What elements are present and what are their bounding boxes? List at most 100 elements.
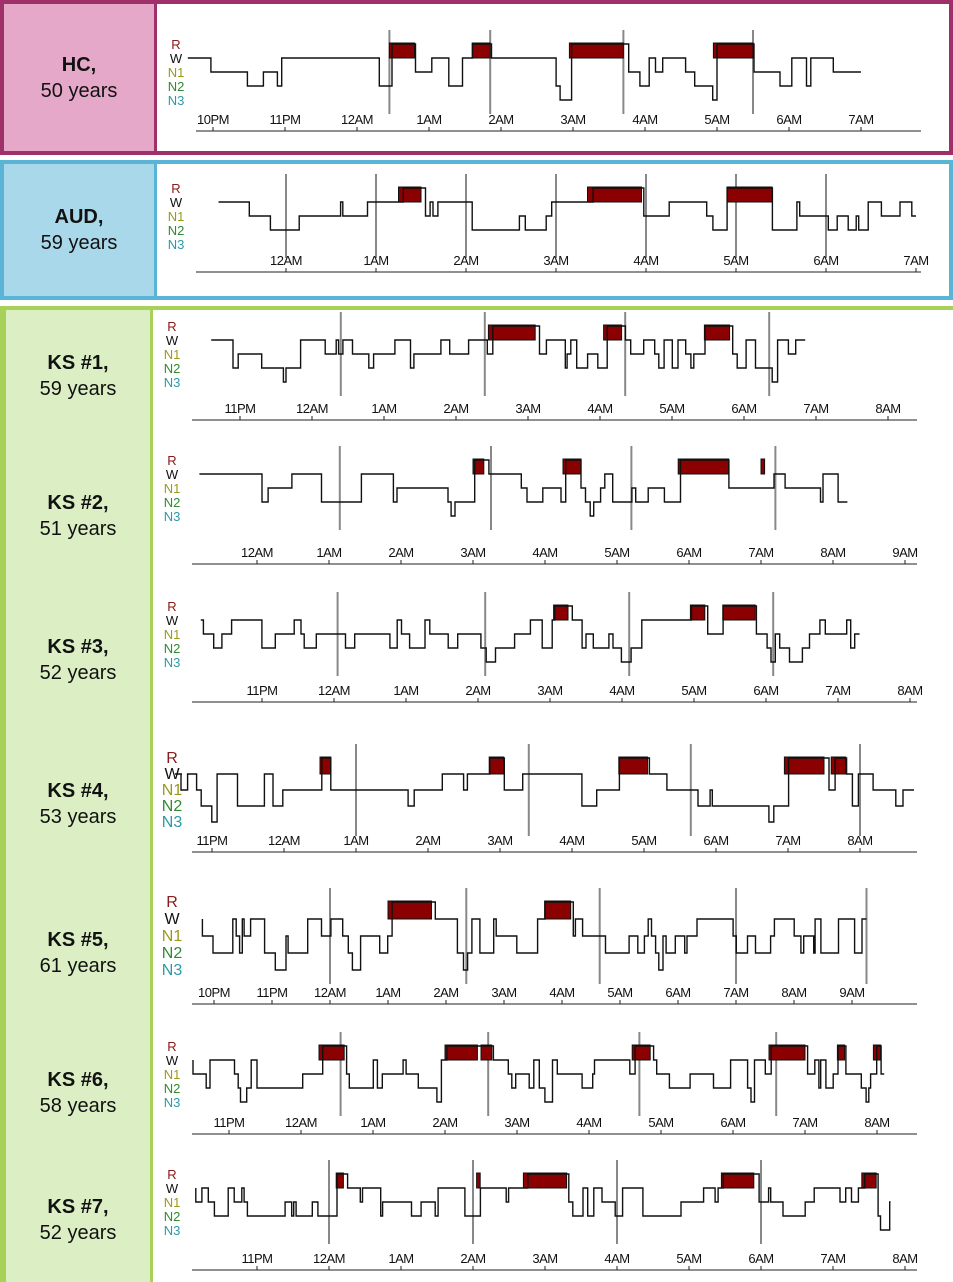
hypnogram-area: R W N1 N2 N3 12AM 1AM 2AM 3AM 4AM 5AM 6AM 7AM 8AM 9AM: [152, 442, 953, 590]
rem-period-block: [631, 1044, 651, 1061]
x-tick-label: 2AM: [432, 1115, 457, 1130]
subject-age: 51 years: [39, 518, 117, 540]
subject-name: KS #2,: [47, 492, 109, 514]
x-tick-label: 9AM: [839, 985, 864, 1000]
hypnogram-trace: [199, 459, 848, 517]
hypnogram-area: R W N1 N2 N3 11PM 12AM 1AM 2AM 3AM 4AM 5AM 6AM 7AM 8AM: [152, 310, 953, 442]
stage-label-w: W: [166, 467, 179, 482]
x-tick-label: 12AM: [270, 253, 302, 268]
x-tick-label: 11PM: [197, 833, 228, 848]
x-tick-label: 8AM: [897, 683, 922, 698]
x-tick-label: 11PM: [257, 985, 288, 1000]
hypnogram-area: R W N1 N2 N3 12AM 1AM 2AM 3AM 4AM 5AM 6AM 7AM: [156, 164, 949, 296]
x-tick-label: 4AM: [632, 112, 657, 127]
subject-label-box: KS #5, 61 years: [0, 878, 153, 1028]
stage-label-r: R: [171, 181, 180, 196]
x-tick-label: 10PM: [197, 112, 229, 127]
rem-period-block: [318, 1044, 345, 1061]
rem-period-block: [722, 604, 756, 621]
stage-label-n1: N1: [168, 65, 185, 80]
stage-label-n3: N3: [168, 93, 185, 108]
subject-name: KS #5,: [47, 929, 109, 951]
rem-period-block: [544, 900, 572, 920]
stage-label-n3: N3: [162, 962, 183, 979]
x-tick-label: 4AM: [559, 833, 584, 848]
subject-name: HC,: [61, 53, 97, 76]
stage-label-n2: N2: [164, 1081, 181, 1096]
x-tick-label: 12AM: [313, 1251, 345, 1266]
stage-label-n1: N1: [162, 782, 183, 799]
subject-label-box: KS #2, 51 years: [0, 442, 153, 590]
stage-label-n1: N1: [164, 1067, 181, 1082]
x-tick-label: 3AM: [543, 253, 568, 268]
x-tick-label: 4AM: [549, 985, 574, 1000]
x-tick-label: 6AM: [720, 1115, 745, 1130]
hypnogram-trace: [175, 757, 914, 823]
stage-label-n3: N3: [164, 375, 181, 390]
subject-name: AUD,: [54, 206, 104, 228]
stage-label-n2: N2: [164, 1209, 181, 1224]
rem-period-block: [388, 42, 416, 59]
stage-label-n2: N2: [168, 79, 185, 94]
subject-age: 59 years: [40, 232, 118, 254]
x-tick-label: 11PM: [247, 683, 278, 698]
x-tick-label: 4AM: [576, 1115, 601, 1130]
subject-age: 61 years: [39, 955, 117, 977]
x-tick-label: 6AM: [748, 1251, 773, 1266]
x-tick-label: 1AM: [363, 253, 388, 268]
hypnogram-trace: [192, 1045, 885, 1103]
hypnogram-area: R W N1 N2 N3 11PM 12AM 1AM 2AM 3AM 4AM 5AM 6AM 7AM 8AM: [152, 1158, 953, 1282]
stage-label-r: R: [167, 453, 176, 468]
panel-ks5: KS #5, 61 years R W N1 N2 N3 10PM 11PM 12AM 1AM 2AM…: [0, 878, 953, 1028]
stage-label-w: W: [166, 1181, 179, 1196]
stage-label-n2: N2: [168, 223, 185, 238]
rem-period-block: [444, 1044, 478, 1061]
subject-label-box: KS #7, 52 years: [0, 1158, 153, 1282]
rem-period-block: [703, 324, 731, 341]
x-tick-label: 7AM: [723, 985, 748, 1000]
x-tick-label: 5AM: [676, 1251, 701, 1266]
subject-label-box: KS #6, 58 years: [0, 1028, 153, 1158]
subject-age: 50 years: [40, 79, 118, 102]
panel-ks1: KS #1, 59 years R W N1 N2 N3 11PM 12AM 1AM 2AM 3AM 4…: [0, 310, 953, 442]
stage-label-n3: N3: [162, 814, 183, 831]
x-tick-label: 2AM: [465, 683, 490, 698]
x-tick-label: 8AM: [847, 833, 872, 848]
x-tick-label: 5AM: [723, 253, 748, 268]
stage-label-w: W: [166, 333, 179, 348]
rem-period-block: [487, 324, 536, 341]
x-tick-label: 5AM: [648, 1115, 673, 1130]
x-tick-label: 7AM: [825, 683, 850, 698]
subject-age: 58 years: [39, 1095, 117, 1117]
x-tick-label: 1AM: [343, 833, 368, 848]
hypnogram-area: R W N1 N2 N3 11PM 12AM 1AM 2AM 3AM 4AM 5AM 6AM 7AM 8AM: [152, 730, 953, 878]
x-tick-label: 2AM: [415, 833, 440, 848]
subject-name: KS #7,: [47, 1196, 109, 1218]
x-tick-label: 4AM: [633, 253, 658, 268]
x-tick-label: 5AM: [607, 985, 632, 1000]
stage-label-n1: N1: [164, 1195, 181, 1210]
x-tick-label: 5AM: [659, 401, 684, 416]
x-tick-label: 2AM: [460, 1251, 485, 1266]
rem-period-block: [471, 42, 491, 59]
rem-period-block: [522, 1172, 568, 1189]
rem-period-block: [472, 458, 485, 475]
x-tick-label: 8AM: [820, 545, 845, 560]
stage-label-n1: N1: [162, 928, 183, 945]
x-tick-label: 3AM: [537, 683, 562, 698]
subject-label-box: KS #3, 52 years: [0, 590, 153, 730]
stage-label-n2: N2: [162, 945, 183, 962]
hypnogram-trace: [201, 901, 867, 971]
hypnogram-trace: [211, 325, 806, 383]
subject-label-box: AUD, 59 years: [4, 164, 157, 296]
stage-label-n1: N1: [164, 481, 181, 496]
x-tick-label: 12AM: [318, 683, 350, 698]
x-tick-label: 3AM: [504, 1115, 529, 1130]
x-tick-label: 11PM: [270, 112, 301, 127]
